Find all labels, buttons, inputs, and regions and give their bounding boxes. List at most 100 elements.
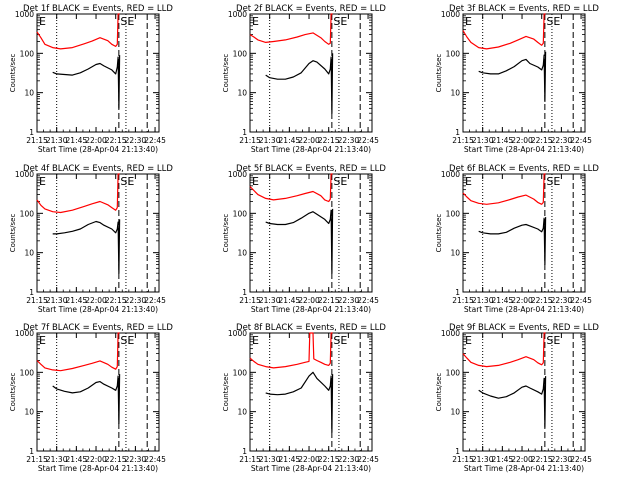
panel-title: Det 1f BLACK = Events, RED = LLD: [23, 4, 173, 14]
x-tick-label: 22:30: [125, 136, 147, 145]
x-tick-label: 22:15: [531, 455, 553, 464]
x-tick-label: 21:45: [66, 136, 88, 145]
y-axis-label: Counts/sec: [435, 54, 443, 93]
plot-frame: [249, 13, 373, 133]
y-tick-label: 100: [233, 49, 248, 58]
series-events-line: [52, 55, 121, 109]
y-axis-label: Counts/sec: [435, 373, 443, 412]
x-tick-label: 21:45: [492, 455, 514, 464]
x-axis-label: Start Time (28-Apr-04 21:13:40): [251, 464, 371, 473]
panel-6: Det 6f BLACK = Events, RED = LLD Counts/s…: [435, 164, 599, 314]
x-tick-label: 21:15: [239, 296, 261, 305]
x-tick-label: 22:30: [338, 136, 360, 145]
x-tick-label: 22:00: [298, 296, 320, 305]
x-tick-label: 21:30: [472, 455, 494, 464]
annotation-e: E: [39, 334, 46, 347]
x-axis-label: Start Time (28-Apr-04 21:13:40): [464, 305, 584, 314]
plot-frame: [462, 173, 586, 293]
x-tick-label: 21:15: [26, 296, 48, 305]
x-tick-label: 21:45: [279, 136, 301, 145]
series-lld-line: [462, 173, 546, 205]
x-tick-label: 22:15: [105, 455, 127, 464]
y-tick-label: 100: [20, 368, 35, 377]
series-events-line: [478, 51, 547, 103]
y-tick-label: 10: [450, 249, 460, 258]
annotation-se: SE: [333, 334, 347, 347]
x-tick-label: 22:30: [338, 296, 360, 305]
y-tick-label: 1000: [441, 10, 460, 19]
annotation-e: E: [465, 175, 472, 188]
panel-1: Det 1f BLACK = Events, RED = LLD Counts/s…: [9, 4, 173, 154]
annotation-se: SE: [333, 175, 347, 188]
y-axis-label: Counts/sec: [222, 373, 230, 412]
x-tick-label: 21:30: [259, 296, 281, 305]
x-tick-label: 21:15: [452, 296, 474, 305]
x-tick-label: 21:30: [46, 455, 68, 464]
series-events-line: [265, 371, 334, 433]
x-tick-label: 22:45: [357, 136, 379, 145]
x-tick-label: 22:30: [551, 455, 573, 464]
annotation-se: SE: [546, 334, 560, 347]
series-events-line: [478, 217, 547, 266]
x-tick-label: 22:00: [85, 136, 107, 145]
y-tick-label: 1: [455, 288, 460, 297]
x-tick-label: 21:45: [66, 455, 88, 464]
x-tick-label: 21:15: [452, 136, 474, 145]
x-tick-label: 22:30: [551, 136, 573, 145]
x-tick-label: 22:15: [318, 455, 340, 464]
annotation-e: E: [39, 15, 46, 28]
y-tick-label: 1000: [15, 329, 34, 338]
y-tick-label: 1: [29, 288, 34, 297]
annotation-e: E: [252, 175, 259, 188]
plot-frame: [249, 332, 373, 452]
x-tick-label: 22:15: [105, 296, 127, 305]
series-lld-line: [36, 13, 120, 50]
plot-frame: [249, 173, 373, 293]
y-tick-label: 1000: [228, 10, 247, 19]
x-tick-label: 22:00: [85, 296, 107, 305]
x-tick-label: 21:30: [259, 455, 281, 464]
x-axis-label: Start Time (28-Apr-04 21:13:40): [38, 145, 158, 154]
y-tick-label: 100: [446, 49, 461, 58]
x-tick-label: 21:45: [279, 455, 301, 464]
y-tick-label: 100: [233, 209, 248, 218]
x-tick-label: 21:45: [66, 296, 88, 305]
panel-title: Det 2f BLACK = Events, RED = LLD: [236, 4, 386, 14]
x-tick-label: 22:15: [318, 136, 340, 145]
plot-frame: [36, 13, 160, 133]
y-tick-label: 10: [24, 89, 34, 98]
plot-frame: [462, 332, 586, 452]
annotation-e: E: [252, 15, 259, 28]
series-lld-line: [249, 173, 333, 203]
y-tick-label: 1: [29, 447, 34, 456]
x-axis-label: Start Time (28-Apr-04 21:13:40): [464, 145, 584, 154]
y-tick-label: 10: [237, 249, 247, 258]
x-tick-label: 22:45: [144, 455, 166, 464]
annotation-se: SE: [333, 15, 347, 28]
panel-5: Det 5f BLACK = Events, RED = LLD Counts/s…: [222, 164, 386, 314]
series-events-line: [52, 374, 121, 425]
plot-frame: [36, 173, 160, 293]
x-tick-label: 21:30: [472, 136, 494, 145]
x-axis-label: Start Time (28-Apr-04 21:13:40): [251, 145, 371, 154]
panel-4: Det 4f BLACK = Events, RED = LLD Counts/s…: [9, 164, 173, 314]
panel-title: Det 5f BLACK = Events, RED = LLD: [236, 164, 386, 174]
x-tick-label: 22:30: [125, 455, 147, 464]
panel-9: Det 9f BLACK = Events, RED = LLD Counts/s…: [435, 323, 599, 473]
series-lld-line: [249, 332, 333, 369]
y-tick-label: 1: [242, 128, 247, 137]
y-tick-label: 1: [455, 128, 460, 137]
y-tick-label: 100: [20, 49, 35, 58]
y-tick-label: 1000: [228, 170, 247, 179]
series-events-line: [52, 219, 121, 274]
annotation-se: SE: [120, 334, 134, 347]
x-tick-label: 21:30: [259, 136, 281, 145]
x-tick-label: 22:00: [511, 136, 533, 145]
annotation-se: SE: [120, 15, 134, 28]
series-lld-line: [462, 332, 546, 368]
x-tick-label: 21:15: [239, 136, 261, 145]
x-tick-label: 21:30: [46, 136, 68, 145]
y-tick-label: 1: [242, 447, 247, 456]
y-axis-label: Counts/sec: [9, 54, 17, 93]
panel-title: Det 9f BLACK = Events, RED = LLD: [449, 323, 599, 333]
